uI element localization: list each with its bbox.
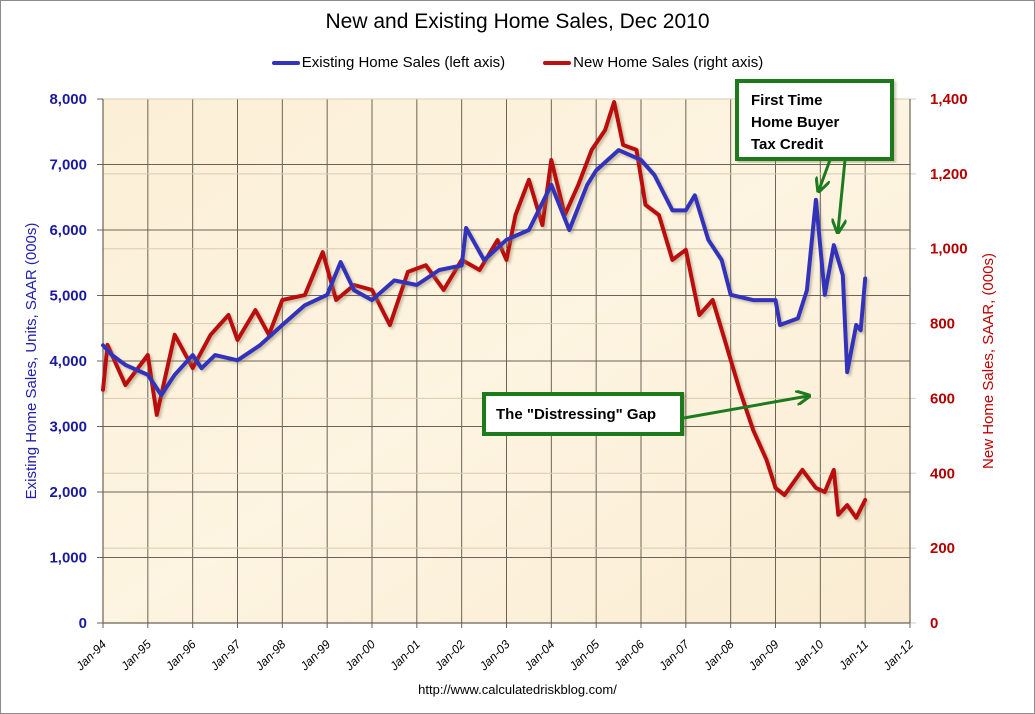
annotations: First Time Home Buyer Tax Credit The "Distr… (482, 79, 894, 436)
legend-item-existing: Existing Home Sales (left axis) (271, 54, 506, 71)
y-right-tick-label: 400 (930, 465, 955, 482)
y-left-tick-label: 8,000 (49, 91, 87, 108)
annotation-text-tax-credit: Home Buyer (751, 114, 840, 131)
y-right-tick-label: 1,200 (930, 166, 968, 183)
y-left-tick-label: 0 (79, 615, 87, 632)
x-tick-label: Jan-11 (835, 637, 871, 673)
annotation-box-gap (482, 392, 684, 436)
x-tick-label: Jan-99 (297, 637, 334, 674)
y-left-tick-label: 3,000 (49, 419, 87, 436)
x-tick-label: Jan-02 (431, 637, 468, 674)
y-axis-left-title: Existing Home Sales, Units, SAAR (000s) (23, 223, 40, 500)
y-right-tick-label: 1,400 (930, 91, 968, 108)
x-tick-label: Jan-01 (386, 637, 423, 674)
x-tick-label: Jan-06 (611, 637, 648, 674)
y-right-tick-label: 1,000 (930, 241, 968, 258)
legend-label-existing: Existing Home Sales (left axis) (301, 54, 506, 71)
annotation-text-tax-credit: Tax Credit (751, 136, 823, 153)
chart-title: New and Existing Home Sales, Dec 2010 (325, 10, 710, 33)
y-left-tick-label: 1,000 (49, 550, 87, 567)
x-tick-label: Jan-03 (476, 637, 513, 674)
y-left-tick-label: 6,000 (49, 222, 87, 239)
y-left-tick-label: 5,000 (49, 288, 87, 305)
x-tick-label: Jan-05 (566, 637, 603, 674)
legend-label-new: New Home Sales (right axis) (573, 54, 764, 71)
y-right-tick-label: 0 (930, 615, 938, 632)
y-right-tick-label: 600 (930, 390, 955, 407)
legend: Existing Home Sales (left axis) New Home… (0, 54, 1035, 71)
x-tick-label: Jan-00 (342, 637, 379, 674)
annotation-arrow-1 (819, 159, 832, 190)
annotation-arrow-2 (838, 159, 845, 231)
x-tick-label: Jan-12 (880, 637, 917, 674)
x-tick-label: Jan-09 (745, 637, 782, 674)
source-url: http://www.calculatedriskblog.com/ (418, 682, 617, 697)
x-tick-label: Jan-97 (207, 636, 244, 673)
y-left-tick-label: 2,000 (49, 484, 87, 501)
x-tick-label: Jan-08 (700, 637, 737, 674)
x-tick-label: Jan-94 (73, 637, 110, 674)
annotation-box-tax-credit (735, 79, 894, 161)
x-tick-label: Jan-04 (521, 637, 558, 674)
y-axis-right-title: New Home Sales, SAAR, (000s) (980, 253, 997, 469)
x-tick-label: Jan-95 (117, 637, 154, 674)
annotation-arrow-gap (683, 396, 808, 420)
y-right-tick-label: 800 (930, 316, 955, 333)
x-tick-label: Jan-96 (162, 637, 199, 674)
x-tick-label: Jan-98 (252, 637, 289, 674)
legend-item-new: New Home Sales (right axis) (543, 54, 763, 71)
annotation-text-gap: The "Distressing" Gap (496, 406, 656, 423)
x-tick-label: Jan-10 (790, 637, 827, 674)
annotation-text-tax-credit: First Time (751, 92, 822, 109)
y-left-tick-label: 7,000 (49, 157, 87, 174)
series-group (101, 100, 868, 520)
y-left-tick-label: 4,000 (49, 353, 87, 370)
legend-swatch-new (543, 60, 572, 65)
legend-swatch-existing (271, 60, 300, 65)
y-right-tick-label: 200 (930, 540, 955, 557)
x-tick-label: Jan-07 (655, 636, 692, 673)
